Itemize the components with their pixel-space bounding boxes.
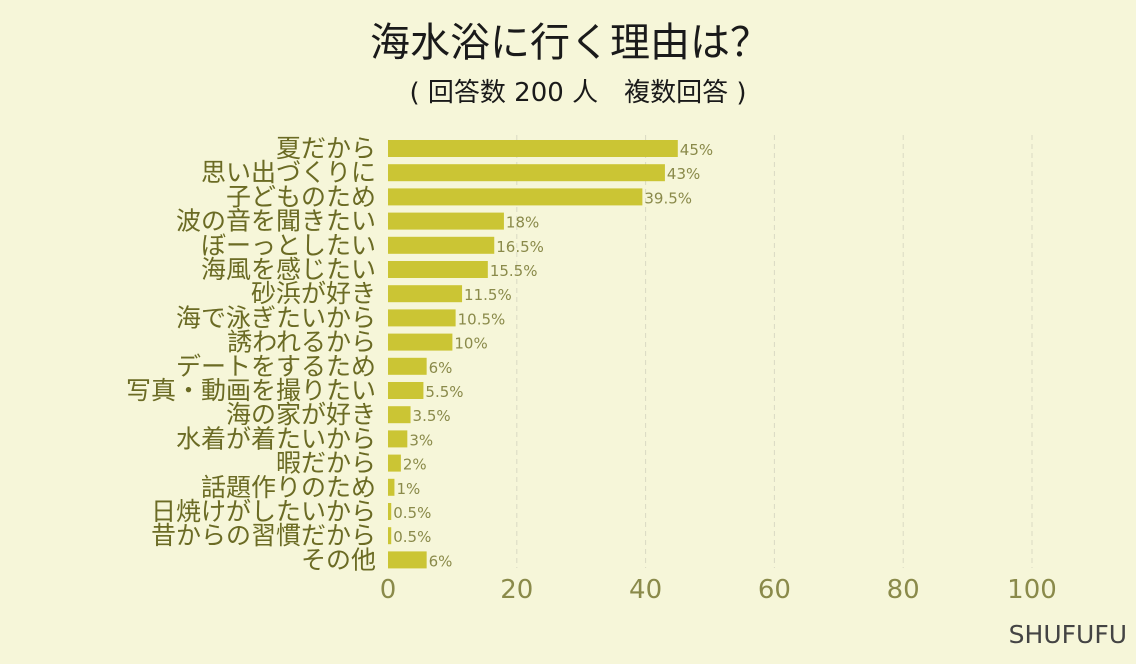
value-label: 0.5% <box>393 528 431 546</box>
x-axis-ticks: 0 20 40 60 80 100 <box>380 575 1057 605</box>
category-label: 海風を感じたい <box>201 255 376 284</box>
value-label: 43% <box>667 165 700 183</box>
bar <box>388 454 401 472</box>
category-label: ぼーっとしたい <box>201 231 376 260</box>
x-tick-label: 20 <box>500 575 533 605</box>
category-label: 砂浜が好き <box>251 279 376 308</box>
bar <box>388 164 665 182</box>
grid-lines <box>516 135 1033 568</box>
x-tick-label: 0 <box>380 575 397 605</box>
category-label: 夏だから <box>276 134 376 163</box>
value-label: 16.5% <box>496 238 544 256</box>
value-label: 18% <box>506 214 539 232</box>
chart-title: 海水浴に行く理由は？ <box>370 20 770 66</box>
value-label: 2% <box>403 456 427 474</box>
value-label: 10.5% <box>458 310 506 328</box>
category-label: 波の音を聞きたい <box>176 207 376 236</box>
x-tick-label: 80 <box>887 575 920 605</box>
bar <box>388 309 456 327</box>
bar <box>388 212 504 230</box>
bar <box>388 261 488 278</box>
value-label: 0.5% <box>393 504 431 522</box>
category-label: その他 <box>301 545 376 574</box>
bar <box>388 188 643 206</box>
bar <box>388 503 392 520</box>
value-label: 5.5% <box>425 383 463 401</box>
category-labels: 夏だから思い出づくりに子どものため波の音を聞きたいぼーっとしたい海風を感じたい砂… <box>126 134 376 574</box>
x-tick-label: 40 <box>629 575 662 605</box>
bar <box>388 333 453 351</box>
value-label: 3% <box>409 431 433 449</box>
category-label: 海の家が好き <box>226 400 376 429</box>
x-tick-label: 100 <box>1007 575 1057 605</box>
brand-logo: SHUFUFU <box>1009 620 1127 649</box>
value-label: 6% <box>429 552 453 570</box>
value-label: 1% <box>396 480 420 498</box>
value-label: 45% <box>680 141 713 159</box>
bar <box>388 527 392 545</box>
bar <box>388 357 427 375</box>
value-label: 15.5% <box>490 262 538 280</box>
bar <box>388 285 463 303</box>
category-label: 日焼けがしたいから <box>151 497 376 526</box>
bar <box>388 478 395 496</box>
x-tick-label: 60 <box>758 575 791 605</box>
category-label: 昔からの習慣だから <box>151 521 376 550</box>
value-label: 3.5% <box>413 407 451 425</box>
value-label: 11.5% <box>464 286 512 304</box>
value-label: 39.5% <box>644 189 692 207</box>
value-labels: 45%43%39.5%18%16.5%15.5%11.5%10.5%10%6%5… <box>393 141 713 570</box>
bar <box>388 140 678 157</box>
category-label: 誘われるから <box>227 328 376 357</box>
bars <box>388 140 678 569</box>
category-label: 子どものため <box>226 182 376 211</box>
chart-subtitle: ( 回答数 200 人 複数回答 ) <box>410 78 747 108</box>
category-label: 写真・動画を撮りたい <box>126 376 376 405</box>
bar <box>388 382 424 399</box>
category-label: 海で泳ぎたいから <box>176 303 376 332</box>
bar <box>388 551 427 569</box>
value-label: 10% <box>454 335 487 353</box>
category-label: デートをするため <box>176 352 376 381</box>
bar <box>388 406 411 424</box>
category-label: 話題作りのため <box>201 473 376 502</box>
bar <box>388 236 495 254</box>
category-label: 水着が着たいから <box>176 424 376 453</box>
bar <box>388 430 408 448</box>
category-label: 暇だから <box>276 449 376 478</box>
value-label: 6% <box>429 359 453 377</box>
category-label: 思い出づくりに <box>201 158 376 187</box>
